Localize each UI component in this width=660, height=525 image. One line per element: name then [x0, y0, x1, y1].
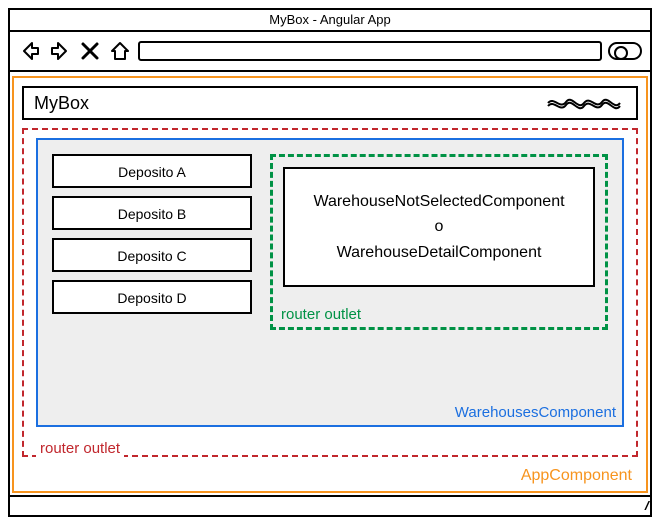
list-item[interactable]: Deposito A	[52, 154, 252, 188]
list-item[interactable]: Deposito C	[52, 238, 252, 272]
list-item[interactable]: Deposito D	[52, 280, 252, 314]
status-bar: ///	[10, 495, 650, 515]
window-title: MyBox - Angular App	[10, 10, 650, 32]
detail-line1: WarehouseNotSelectedComponent	[313, 189, 564, 215]
inner-router-outlet-label: router outlet	[281, 306, 361, 323]
deposit-list: Deposito A Deposito B Deposito C Deposit…	[52, 154, 252, 314]
search-icon[interactable]	[608, 42, 642, 60]
scribble-placeholder-icon	[546, 94, 626, 112]
browser-window: MyBox - Angular App AppComponent MyBox	[8, 8, 652, 517]
detail-placeholder-box: WarehouseNotSelectedComponent o Warehous…	[283, 167, 595, 287]
list-item-label: Deposito B	[118, 206, 186, 222]
forward-arrow-icon[interactable]	[48, 39, 72, 63]
window-title-text: MyBox - Angular App	[269, 12, 390, 27]
home-icon[interactable]	[108, 39, 132, 63]
browser-toolbar	[10, 32, 650, 72]
list-item-label: Deposito D	[117, 290, 186, 306]
list-item-label: Deposito C	[117, 248, 186, 264]
browser-viewport: AppComponent MyBox router outlet Warehou…	[10, 74, 650, 495]
detail-or: o	[435, 214, 444, 240]
app-header-bar: MyBox	[22, 86, 638, 120]
list-item-label: Deposito A	[118, 164, 186, 180]
warehouses-component-box: WarehousesComponent Deposito A Deposito …	[36, 138, 624, 427]
stop-x-icon[interactable]	[78, 39, 102, 63]
outer-router-outlet: router outlet WarehousesComponent Deposi…	[22, 128, 638, 457]
app-component-box: AppComponent MyBox router outlet Warehou…	[12, 76, 648, 493]
resize-handle-icon[interactable]: ///	[645, 497, 646, 515]
warehouses-component-label: WarehousesComponent	[455, 404, 616, 421]
url-input[interactable]	[138, 41, 602, 61]
back-arrow-icon[interactable]	[18, 39, 42, 63]
list-item[interactable]: Deposito B	[52, 196, 252, 230]
outer-router-outlet-label: router outlet	[36, 440, 124, 457]
app-component-label: AppComponent	[521, 467, 632, 485]
inner-router-outlet: router outlet WarehouseNotSelectedCompon…	[270, 154, 608, 330]
app-title: MyBox	[34, 93, 89, 114]
detail-line2: WarehouseDetailComponent	[337, 240, 542, 266]
